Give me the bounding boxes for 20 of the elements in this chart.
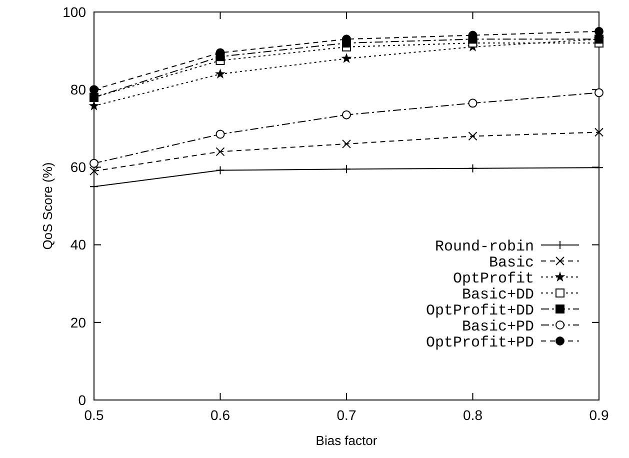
legend-label: Round-robin bbox=[434, 238, 534, 256]
y-tick-label: 20 bbox=[70, 314, 86, 330]
x-tick-label: 0.9 bbox=[589, 407, 609, 423]
legend-label: OptProfit+DD bbox=[426, 302, 534, 320]
x-tick-label: 0.7 bbox=[336, 407, 356, 423]
x-tick-label: 0.6 bbox=[210, 407, 230, 423]
legend-label: Basic+PD bbox=[462, 318, 534, 336]
legend-label: OptProfit+PD bbox=[426, 334, 534, 352]
legend-label: Basic bbox=[488, 254, 534, 272]
y-tick-label: 100 bbox=[62, 4, 86, 20]
y-tick-label: 80 bbox=[70, 82, 86, 98]
y-axis-title: QoS Score (%) bbox=[40, 162, 55, 250]
legend-label: Basic+DD bbox=[462, 286, 534, 304]
x-tick-label: 0.8 bbox=[463, 407, 483, 423]
y-tick-label: 60 bbox=[70, 159, 86, 176]
y-tick-label: 40 bbox=[70, 236, 86, 253]
x-axis-title: Bias factor bbox=[316, 433, 378, 448]
x-tick-label: 0.5 bbox=[84, 407, 104, 423]
y-tick-label: 0 bbox=[78, 392, 86, 408]
legend-label: OptProfit bbox=[452, 270, 534, 288]
